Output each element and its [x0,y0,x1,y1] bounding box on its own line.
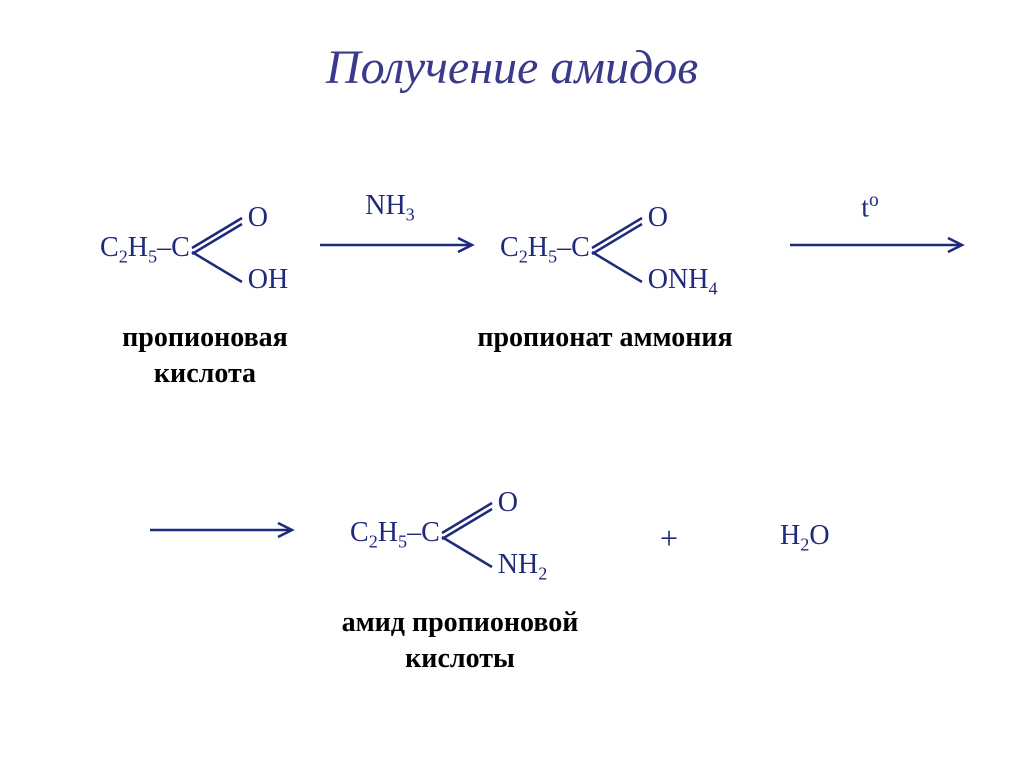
amide-nh2: NH2 [498,551,548,583]
salt-o: O [648,204,668,232]
amide-carbonyl: O NH2 [440,495,500,575]
nh3-label: NH3 [350,190,430,226]
salt-caption: пропионат аммония [445,320,765,356]
to-label: to [840,190,900,224]
acid-o: O [248,204,268,232]
acid-caption: пропионоваякислота [90,320,320,393]
arrow-2 [790,235,970,255]
amide-o: O [498,489,518,517]
salt-base: C2H5–C [500,234,590,266]
page-title: Получение амидов [0,40,1024,95]
double-bond-icon [440,495,500,575]
water-formula: H2O [780,520,830,556]
acid-carbonyl: O OH [190,210,250,290]
amide-caption: амид пропионовойкислоты [310,605,610,678]
amide-base: C2H5–C [350,519,440,551]
propionamide: C2H5–C O NH2 [350,495,500,575]
salt-onh4: ONH4 [648,266,718,298]
arrow-1 [320,235,480,255]
arrow-3 [150,520,300,540]
ammonium-propionate: C2H5–C O ONH4 [500,210,650,290]
double-bond-icon [190,210,250,290]
acid-base: C2H5–C [100,234,190,266]
double-bond-icon [590,210,650,290]
page-root: Получение амидов C2H5–C O OH NH3 C2H5–C [0,0,1024,767]
propionic-acid: C2H5–C O OH [100,210,250,290]
plus-sign: + [660,520,678,557]
acid-oh: OH [248,266,288,294]
salt-carbonyl: O ONH4 [590,210,650,290]
